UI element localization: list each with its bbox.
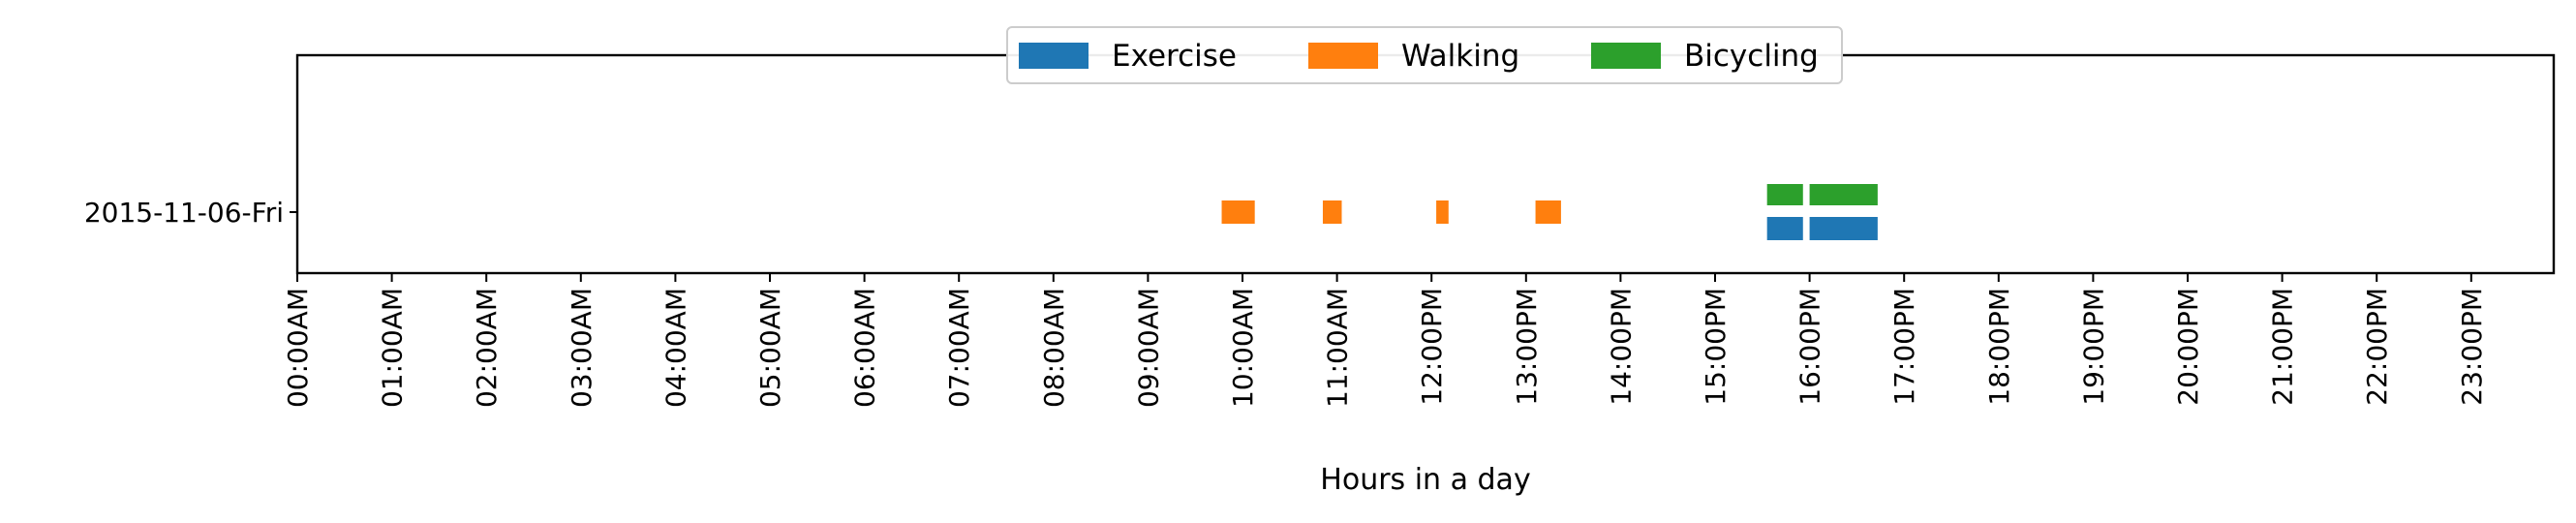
legend-label-exercise: Exercise (1112, 39, 1237, 74)
x-axis: 00:00AM 01:00AM 02:00AM 03:00AM 04:00AM 05:00… (282, 273, 2488, 408)
x-tick-label: 02:00AM (471, 288, 503, 408)
x-tick-label: 06:00AM (849, 288, 881, 408)
bar-walking-1 (1322, 200, 1342, 224)
x-tick-label: 12:00PM (1416, 288, 1448, 406)
legend-swatch-bicycling (1591, 43, 1661, 69)
legend-box (1006, 26, 1843, 84)
x-tick-label: 07:00AM (943, 288, 975, 408)
bar-exercise-0 (1766, 217, 1803, 240)
legend-label-bicycling: Bicycling (1684, 39, 1819, 74)
x-tick-label: 01:00AM (377, 288, 409, 408)
x-tick-label: 17:00PM (1888, 288, 1920, 406)
x-tick-label: 08:00AM (1038, 288, 1070, 408)
x-tick-label: 00:00AM (282, 288, 314, 408)
y-tick-label: 2015-11-06-Fri (84, 197, 284, 229)
bar-exercise-1 (1809, 217, 1878, 240)
bar-walking-2 (1436, 200, 1449, 224)
x-tick-label: 14:00PM (1605, 288, 1637, 406)
x-tick-label: 18:00PM (1983, 288, 2015, 406)
x-tick-label: 03:00AM (566, 288, 598, 408)
x-tick-label: 13:00PM (1511, 288, 1543, 406)
plot-frame (295, 53, 2556, 275)
x-tick-label: 15:00PM (1700, 288, 1732, 406)
legend-swatch-walking (1308, 43, 1378, 69)
legend: Exercise Walking Bicycling (1006, 26, 1843, 84)
activity-bars (1221, 184, 1878, 240)
legend-label-walking: Walking (1401, 39, 1519, 74)
bar-bicycling-0 (1766, 184, 1803, 205)
bar-bicycling-1 (1809, 184, 1878, 205)
x-tick-label: 04:00AM (659, 288, 691, 408)
x-tick-label: 05:00AM (754, 288, 786, 408)
x-tick-label: 16:00PM (1794, 288, 1826, 406)
y-axis: 2015-11-06-Fri (84, 197, 297, 229)
x-tick-label: 23:00PM (2456, 288, 2488, 406)
x-tick-label: 19:00PM (2077, 288, 2109, 406)
x-axis-label: Hours in a day (1320, 463, 1530, 497)
x-tick-label: 22:00PM (2361, 288, 2393, 406)
x-tick-label: 09:00AM (1132, 288, 1164, 408)
x-tick-label: 21:00PM (2267, 288, 2299, 406)
x-tick-label: 10:00AM (1227, 288, 1259, 408)
bar-walking-0 (1221, 200, 1255, 224)
bar-walking-3 (1535, 200, 1561, 224)
x-tick-label: 20:00PM (2172, 288, 2204, 406)
x-tick-label: 11:00AM (1322, 288, 1354, 408)
legend-swatch-exercise (1019, 43, 1089, 69)
